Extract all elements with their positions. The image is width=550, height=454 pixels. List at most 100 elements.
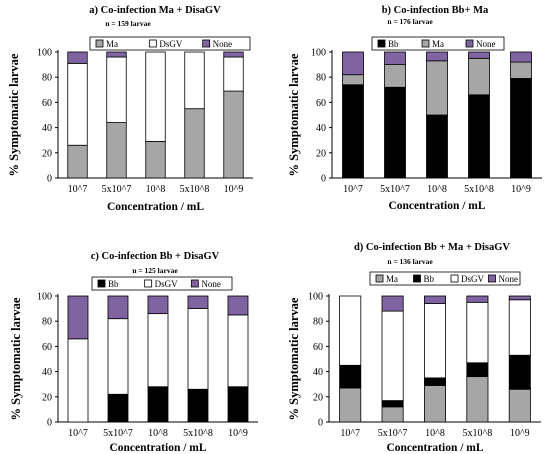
bar-segment-ma-1 xyxy=(339,387,362,423)
bar-segment-bb-5 xyxy=(508,354,531,390)
x-axis-label: Concentration / mL xyxy=(388,200,485,212)
y-tick-label: 80 xyxy=(313,317,323,328)
y-tick-label: 40 xyxy=(316,123,326,134)
y-tick-label: 0 xyxy=(47,174,52,185)
x-axis-label: Concentration / mL xyxy=(109,442,206,454)
chart-panel-a: a) Co-infection Ma + DisaGV n = 159 larva… xyxy=(7,5,253,213)
legend-label-bb: Bb xyxy=(388,39,399,49)
x-tick-label: 10^7 xyxy=(340,428,360,439)
bar-segment-none-3 xyxy=(423,295,446,304)
legend-label-dsgv: DsGV xyxy=(159,39,183,49)
x-axis-label: Concentration / mL xyxy=(107,201,204,213)
chart-panel-c: c) Co-infection Bb + DisaGV n = 125 larva… xyxy=(9,251,258,454)
bar-segment-bb-5 xyxy=(227,386,249,423)
chart-subtitle: n = 176 larvae xyxy=(387,17,433,26)
y-tick-label: 80 xyxy=(42,73,52,84)
legend-label-none: None xyxy=(499,274,519,284)
legend-swatch-none xyxy=(190,279,199,288)
x-tick-label: 5x10^7 xyxy=(380,184,410,195)
y-tick-label: 60 xyxy=(42,98,52,109)
bar-segment-bb-2 xyxy=(384,86,406,179)
bar-segment-ma-4 xyxy=(184,108,205,179)
bar-segment-dsgv-2 xyxy=(381,310,404,401)
bar-segment-bb-2 xyxy=(381,400,404,408)
y-tick-label: 20 xyxy=(316,148,326,159)
y-tick-label: 20 xyxy=(313,392,323,403)
y-axis-label: % Symptomatic larvae xyxy=(287,53,301,176)
x-tick-label: 5x10^7 xyxy=(378,428,408,439)
bar-segment-dsgv-4 xyxy=(187,308,209,390)
legend-swatch-ma xyxy=(375,274,384,283)
x-tick-label: 5x10^8 xyxy=(180,184,210,195)
chart-subtitle: n = 125 larvae xyxy=(132,266,178,275)
bar-segment-ma-3 xyxy=(426,60,448,116)
legend-label-ma: Ma xyxy=(386,274,398,284)
legend xyxy=(369,271,521,286)
bar-segment-bb-4 xyxy=(187,388,209,423)
bar-segment-none-5 xyxy=(223,51,244,58)
legend-label-bb: Bb xyxy=(424,274,435,284)
x-tick-label: 10^8 xyxy=(146,184,166,195)
bar-segment-none-3 xyxy=(147,295,169,315)
bar-segment-none-2 xyxy=(107,295,129,320)
legend-swatch-ma xyxy=(95,39,104,48)
bar-segment-ma-3 xyxy=(145,141,166,179)
legend-swatch-dsgv xyxy=(144,279,153,288)
y-tick-label: 20 xyxy=(42,392,52,403)
y-tick-label: 40 xyxy=(42,123,52,134)
bar-segment-dsgv-1 xyxy=(67,62,88,146)
legend-label-ma: Ma xyxy=(106,39,118,49)
legend-swatch-bb xyxy=(97,279,106,288)
y-tick-label: 0 xyxy=(318,418,323,429)
bar-segment-dsgv-1 xyxy=(339,295,362,366)
bar-segment-dsgv-5 xyxy=(223,56,244,92)
y-tick-label: 100 xyxy=(308,292,323,303)
bar-segment-dsgv-1 xyxy=(67,338,89,423)
x-tick-label: 10^7 xyxy=(343,184,363,195)
bar-segment-none-4 xyxy=(466,295,489,303)
bar-segment-bb-3 xyxy=(147,386,169,423)
bar-segment-ma-4 xyxy=(466,376,489,423)
bar-segment-none-2 xyxy=(381,295,404,312)
bar-segment-ma-2 xyxy=(106,122,127,179)
bar-segment-ma-5 xyxy=(508,388,531,423)
bar-segment-bb-1 xyxy=(339,364,362,389)
chart-panel-b: b) Co-infection Bb+ Man = 176 larvae 0 20 4… xyxy=(287,5,542,212)
chart-title: c) Co-infection Bb + DisaGV xyxy=(91,251,220,262)
x-tick-label: 5x10^7 xyxy=(102,184,132,195)
legend-label-dsgv: DsGV xyxy=(155,279,179,289)
y-tick-label: 60 xyxy=(313,342,323,353)
bar-segment-none-1 xyxy=(342,51,364,76)
legend-swatch-bb xyxy=(413,274,421,283)
x-tick-label: 10^9 xyxy=(228,428,248,439)
bar-segment-ma-2 xyxy=(384,64,406,88)
bar-segment-dsgv-3 xyxy=(147,313,169,388)
bar-segment-none-5 xyxy=(227,295,249,316)
bar-segment-dsgv-3 xyxy=(423,303,446,379)
y-tick-label: 100 xyxy=(311,48,326,59)
bar-segment-dsgv-2 xyxy=(106,56,127,123)
chart-subtitle: n = 159 larvae xyxy=(105,19,151,28)
x-tick-label: 10^9 xyxy=(224,184,244,195)
x-tick-label: 5x10^8 xyxy=(183,428,213,439)
x-tick-label: 5x10^8 xyxy=(464,184,494,195)
legend-swatch-none xyxy=(488,274,496,283)
bar-segment-dsgv-4 xyxy=(466,301,489,364)
bar-segment-none-2 xyxy=(106,51,127,58)
y-tick-label: 80 xyxy=(316,73,326,84)
bar-segment-bb-3 xyxy=(426,114,448,179)
bar-segment-ma-1 xyxy=(342,74,364,86)
legend-swatch-dsgv xyxy=(450,274,459,283)
bar-segment-bb-1 xyxy=(342,84,364,179)
x-tick-label: 5x10^8 xyxy=(463,428,493,439)
y-tick-label: 100 xyxy=(37,48,52,59)
y-tick-label: 60 xyxy=(42,342,52,353)
x-tick-label: 10^7 xyxy=(68,428,88,439)
y-tick-label: 60 xyxy=(316,98,326,109)
bar-segment-none-5 xyxy=(508,295,531,301)
y-axis-label: % Symptomatic larvae xyxy=(7,53,21,176)
bar-segment-none-1 xyxy=(67,51,88,64)
bar-segment-bb-2 xyxy=(107,393,129,423)
legend-label-none: None xyxy=(201,279,221,289)
